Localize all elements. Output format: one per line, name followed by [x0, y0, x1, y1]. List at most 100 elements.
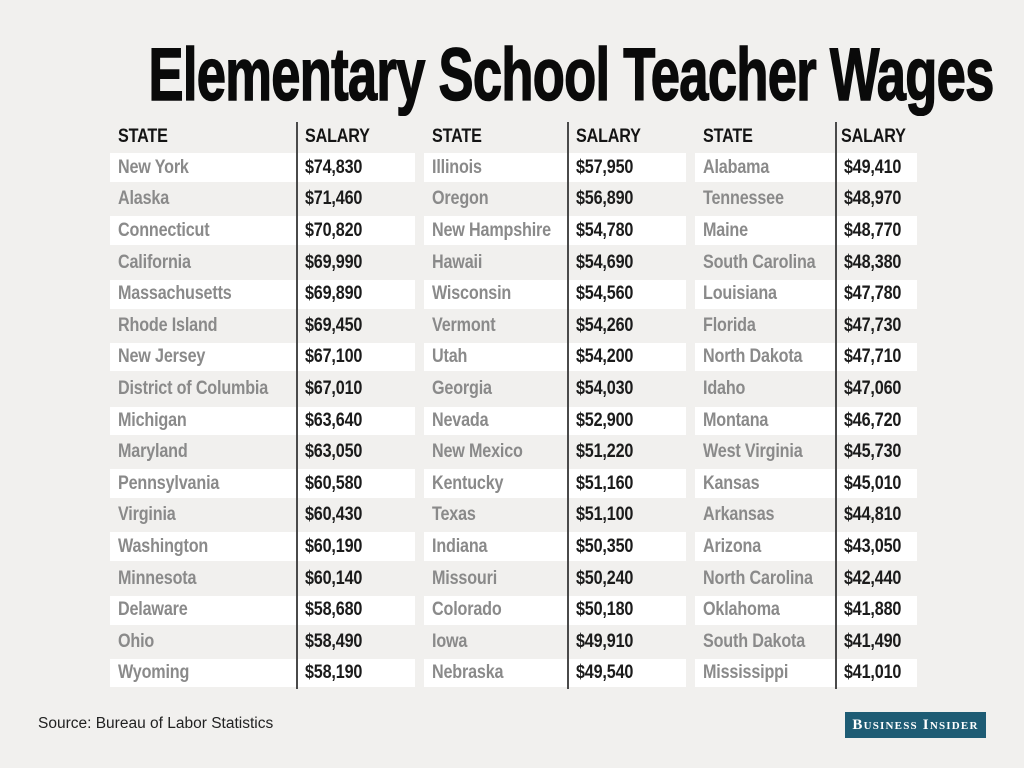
salary-cell: $41,490 — [844, 630, 902, 652]
salary-cell: $48,770 — [844, 219, 902, 241]
state-cell: Wisconsin — [432, 283, 512, 305]
salary-cell: $67,010 — [305, 377, 363, 399]
table-row: Georgia $54,030 — [424, 373, 686, 405]
column-header-salary: SALARY — [840, 126, 906, 147]
state-cell: Rhode Island — [118, 314, 218, 336]
table-row: New Jersey $67,100 — [110, 341, 415, 374]
state-cell: Idaho — [703, 377, 746, 399]
salary-cell: $47,710 — [844, 346, 902, 368]
state-cell: Kentucky — [432, 472, 504, 494]
state-cell: Missouri — [432, 567, 498, 589]
salary-cell: $69,450 — [305, 314, 363, 336]
table-row: Nebraska $49,540 — [424, 657, 686, 690]
state-cell: Oklahoma — [703, 599, 780, 621]
source-note: Source: Bureau of Labor Statistics — [38, 715, 274, 732]
state-cell: Ohio — [118, 630, 155, 652]
table-row: Arkansas $44,810 — [695, 500, 917, 532]
salary-cell: $54,560 — [576, 283, 634, 305]
logo-text: Business Insider — [852, 716, 979, 733]
state-cell: North Dakota — [703, 346, 803, 368]
table-row: Maryland $63,050 — [110, 436, 415, 468]
state-cell: Wyoming — [118, 662, 190, 684]
table-row: Oregon $56,890 — [424, 184, 686, 216]
table-row: South Dakota $41,490 — [695, 626, 917, 658]
state-cell: Iowa — [432, 630, 468, 652]
column-divider — [296, 122, 298, 690]
state-cell: California — [118, 251, 191, 273]
table-row: Alaska $71,460 — [110, 184, 415, 216]
salary-cell: $46,720 — [844, 409, 902, 431]
table-row: Missouri $50,240 — [424, 563, 686, 595]
column-header-state: STATE — [703, 126, 753, 147]
salary-cell: $74,830 — [305, 156, 363, 178]
table-row: Tennessee $48,970 — [695, 184, 917, 216]
state-cell: North Carolina — [703, 567, 813, 589]
salary-cell: $45,730 — [844, 441, 902, 463]
state-cell: Mississippi — [703, 662, 789, 684]
state-cell: Maine — [703, 219, 748, 241]
salary-cell: $54,690 — [576, 251, 634, 273]
state-cell: Alaska — [118, 188, 170, 210]
salary-cell: $50,180 — [576, 599, 634, 621]
table-row: North Carolina $42,440 — [695, 563, 917, 595]
table-group: STATE SALARY Alabama $49,410 Tennessee $48,… — [695, 122, 917, 690]
salary-cell: $47,730 — [844, 314, 902, 336]
table-row: Wisconsin $54,560 — [424, 278, 686, 310]
table-row: Hawaii $54,690 — [424, 247, 686, 279]
salary-cell: $44,810 — [844, 504, 902, 526]
table-row: Texas $51,100 — [424, 500, 686, 532]
salary-cell: $50,240 — [576, 567, 634, 589]
salary-cell: $58,490 — [305, 630, 363, 652]
state-cell: Arkansas — [703, 504, 775, 526]
salary-cell: $48,380 — [844, 251, 902, 273]
table-row: West Virginia $45,730 — [695, 436, 917, 468]
table-row: Pennsylvania $60,580 — [110, 467, 415, 500]
table-row: South Carolina $48,380 — [695, 247, 917, 279]
state-cell: Utah — [432, 346, 468, 368]
table-header-row: STATE SALARY — [695, 122, 917, 152]
table-row: Vermont $54,260 — [424, 310, 686, 342]
table-row: Idaho $47,060 — [695, 373, 917, 405]
state-cell: Maryland — [118, 441, 188, 463]
state-cell: Indiana — [432, 535, 488, 557]
state-cell: Nebraska — [432, 662, 504, 684]
column-header-salary: SALARY — [576, 126, 641, 147]
state-cell: District of Columbia — [118, 377, 269, 399]
table-row: Indiana $50,350 — [424, 531, 686, 563]
table-row: Minnesota $60,140 — [110, 563, 415, 595]
salary-cell: $54,780 — [576, 219, 634, 241]
table-row: Iowa $49,910 — [424, 626, 686, 658]
state-cell: Arizona — [703, 535, 762, 557]
salary-cell: $43,050 — [844, 535, 902, 557]
state-cell: Hawaii — [432, 251, 483, 273]
table-row: Wyoming $58,190 — [110, 657, 415, 690]
state-cell: Minnesota — [118, 567, 197, 589]
state-cell: Illinois — [432, 156, 482, 178]
salary-cell: $45,010 — [844, 472, 902, 494]
salary-cell: $58,190 — [305, 662, 363, 684]
table-row: Connecticut $70,820 — [110, 215, 415, 247]
page-title: Elementary School Teacher Wages — [148, 32, 995, 117]
salary-cell: $52,900 — [576, 409, 634, 431]
salary-cell: $71,460 — [305, 188, 363, 210]
state-cell: New York — [118, 156, 189, 178]
table-row: Arizona $43,050 — [695, 531, 917, 563]
table-row: Nevada $52,900 — [424, 404, 686, 437]
salary-cell: $49,540 — [576, 662, 634, 684]
table-row: Florida $47,730 — [695, 310, 917, 342]
salary-cell: $42,440 — [844, 567, 902, 589]
column-header-state: STATE — [118, 126, 168, 147]
salary-cell: $63,050 — [305, 441, 363, 463]
state-cell: Texas — [432, 504, 476, 526]
table-row: Ohio $58,490 — [110, 626, 415, 658]
state-cell: Montana — [703, 409, 769, 431]
salary-cell: $57,950 — [576, 156, 634, 178]
table-row: Illinois $57,950 — [424, 152, 686, 184]
table-row: Virginia $60,430 — [110, 500, 415, 532]
table-header-row: STATE SALARY — [424, 122, 686, 152]
salary-cell: $49,410 — [844, 156, 902, 178]
state-cell: Massachusetts — [118, 283, 232, 305]
table-row: Rhode Island $69,450 — [110, 310, 415, 342]
table-row: Oklahoma $41,880 — [695, 594, 917, 626]
table-rows: Alabama $49,410 Tennessee $48,970 Maine $48,7… — [695, 152, 917, 690]
